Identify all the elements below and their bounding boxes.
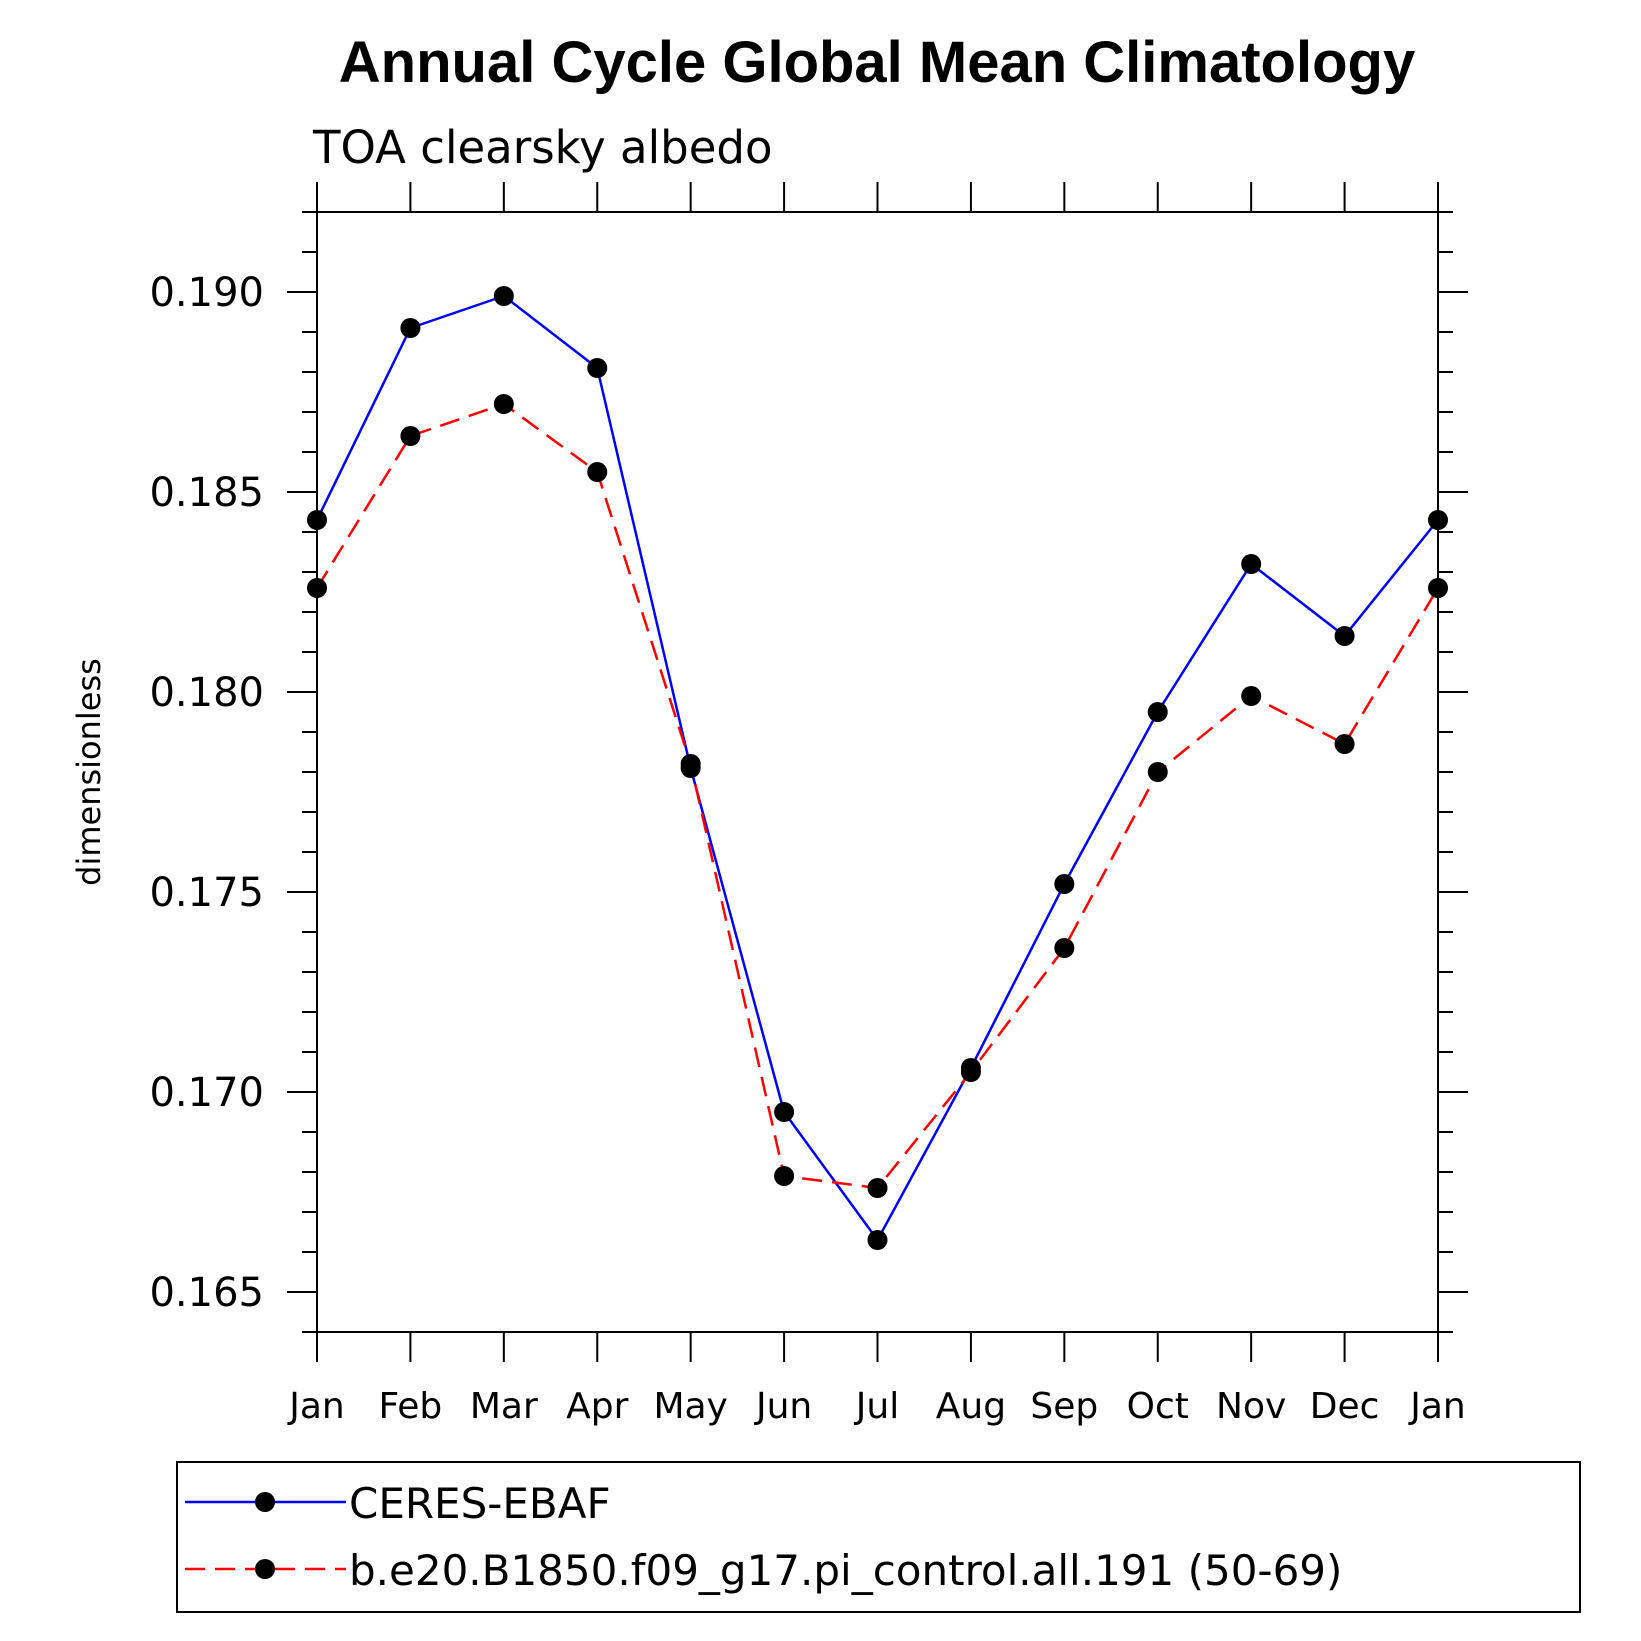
legend-label-model: b.e20.B1850.f09_g17.pi_control.all.191 (… bbox=[349, 1546, 1342, 1595]
x-tick-label: Jan bbox=[287, 1386, 345, 1427]
x-tick-label: Jul bbox=[854, 1386, 899, 1427]
x-tick-label: Sep bbox=[1030, 1386, 1098, 1427]
y-tick-labels: 0.165 0.170 0.175 0.180 0.185 0.190 bbox=[149, 270, 264, 1316]
legend: CERES-EBAF b.e20.B1850.f09_g17.pi_contro… bbox=[176, 1461, 1581, 1613]
series-line-1 bbox=[315, 402, 1440, 1190]
data-point-series-0 bbox=[1241, 554, 1262, 574]
data-point-series-0 bbox=[1428, 510, 1448, 530]
x-tick-label: Apr bbox=[566, 1386, 628, 1427]
x-tick-label: May bbox=[653, 1386, 727, 1427]
chart-subtitle: TOA clearsky albedo bbox=[312, 121, 772, 174]
series-line-0 bbox=[315, 294, 1439, 1242]
series-lines bbox=[315, 294, 1440, 1242]
data-point-series-0 bbox=[493, 286, 514, 306]
legend-marker-model bbox=[255, 1559, 275, 1579]
y-tick-label: 0.185 bbox=[149, 470, 264, 516]
legend-label-ceres-ebaf: CERES-EBAF bbox=[349, 1479, 611, 1528]
data-point-series-1 bbox=[1054, 938, 1075, 958]
x-tick-label: Dec bbox=[1310, 1386, 1380, 1427]
legend-box bbox=[176, 1461, 1581, 1613]
data-point-series-1 bbox=[1334, 734, 1355, 754]
data-point-series-0 bbox=[1147, 702, 1168, 722]
data-point-series-1 bbox=[960, 1062, 981, 1082]
x-tick-label: Jan bbox=[1408, 1386, 1466, 1427]
data-point-series-0 bbox=[307, 510, 327, 530]
data-point-series-1 bbox=[1241, 686, 1262, 706]
chart-title: Annual Cycle Global Mean Climatology bbox=[339, 30, 1415, 95]
plot-frame bbox=[316, 211, 1439, 1333]
y-tick-label: 0.180 bbox=[149, 670, 264, 716]
legend-marker-ceres-ebaf bbox=[255, 1492, 275, 1512]
data-point-series-0 bbox=[774, 1102, 795, 1122]
x-tick-label: Feb bbox=[379, 1386, 443, 1427]
data-point-series-1 bbox=[774, 1166, 795, 1186]
data-point-series-0 bbox=[1054, 874, 1075, 894]
x-tick-label: Aug bbox=[936, 1386, 1006, 1427]
x-tick-label: Jun bbox=[754, 1386, 812, 1427]
data-point-series-1 bbox=[307, 578, 327, 598]
axis-ticks bbox=[287, 182, 1468, 1362]
data-point-series-1 bbox=[400, 426, 421, 446]
y-tick-label: 0.175 bbox=[149, 870, 264, 916]
y-tick-label: 0.165 bbox=[149, 1270, 264, 1316]
data-point-series-1 bbox=[867, 1178, 888, 1198]
data-point-series-1 bbox=[1147, 762, 1168, 782]
y-tick-label: 0.190 bbox=[149, 270, 264, 316]
data-point-series-0 bbox=[587, 358, 608, 378]
x-tick-label: Nov bbox=[1216, 1386, 1286, 1427]
x-tick-label: Oct bbox=[1127, 1386, 1189, 1427]
data-point-series-1 bbox=[493, 394, 514, 414]
data-point-series-0 bbox=[1334, 626, 1355, 646]
y-tick-label: 0.170 bbox=[149, 1070, 264, 1116]
data-point-series-0 bbox=[867, 1230, 888, 1250]
x-tick-label: Mar bbox=[470, 1386, 538, 1427]
data-point-series-1 bbox=[1428, 578, 1448, 598]
data-point-series-0 bbox=[400, 318, 421, 338]
series-markers bbox=[307, 286, 1448, 1250]
x-tick-labels: Jan Feb Mar Apr May Jun Jul Aug Sep Oct Nov Dec Jan bbox=[287, 1386, 1466, 1427]
data-point-series-1 bbox=[680, 754, 701, 774]
y-axis-label: dimensionless bbox=[70, 658, 108, 886]
data-point-series-1 bbox=[587, 462, 608, 482]
